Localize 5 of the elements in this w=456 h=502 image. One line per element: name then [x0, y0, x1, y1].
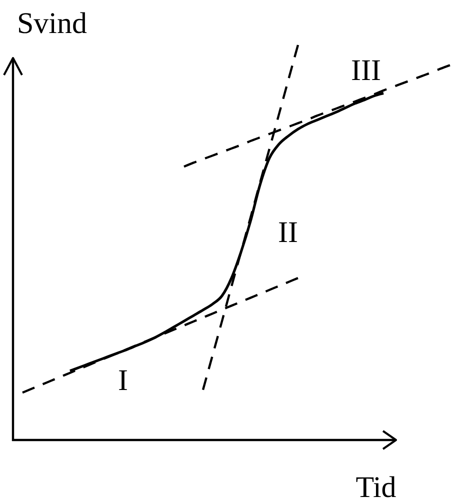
annotation: I [118, 364, 128, 397]
y-axis-title: Svind [17, 7, 88, 40]
annotation: III [351, 54, 381, 87]
annotation: II [278, 216, 298, 249]
x-axis-title: Tid [356, 471, 396, 502]
